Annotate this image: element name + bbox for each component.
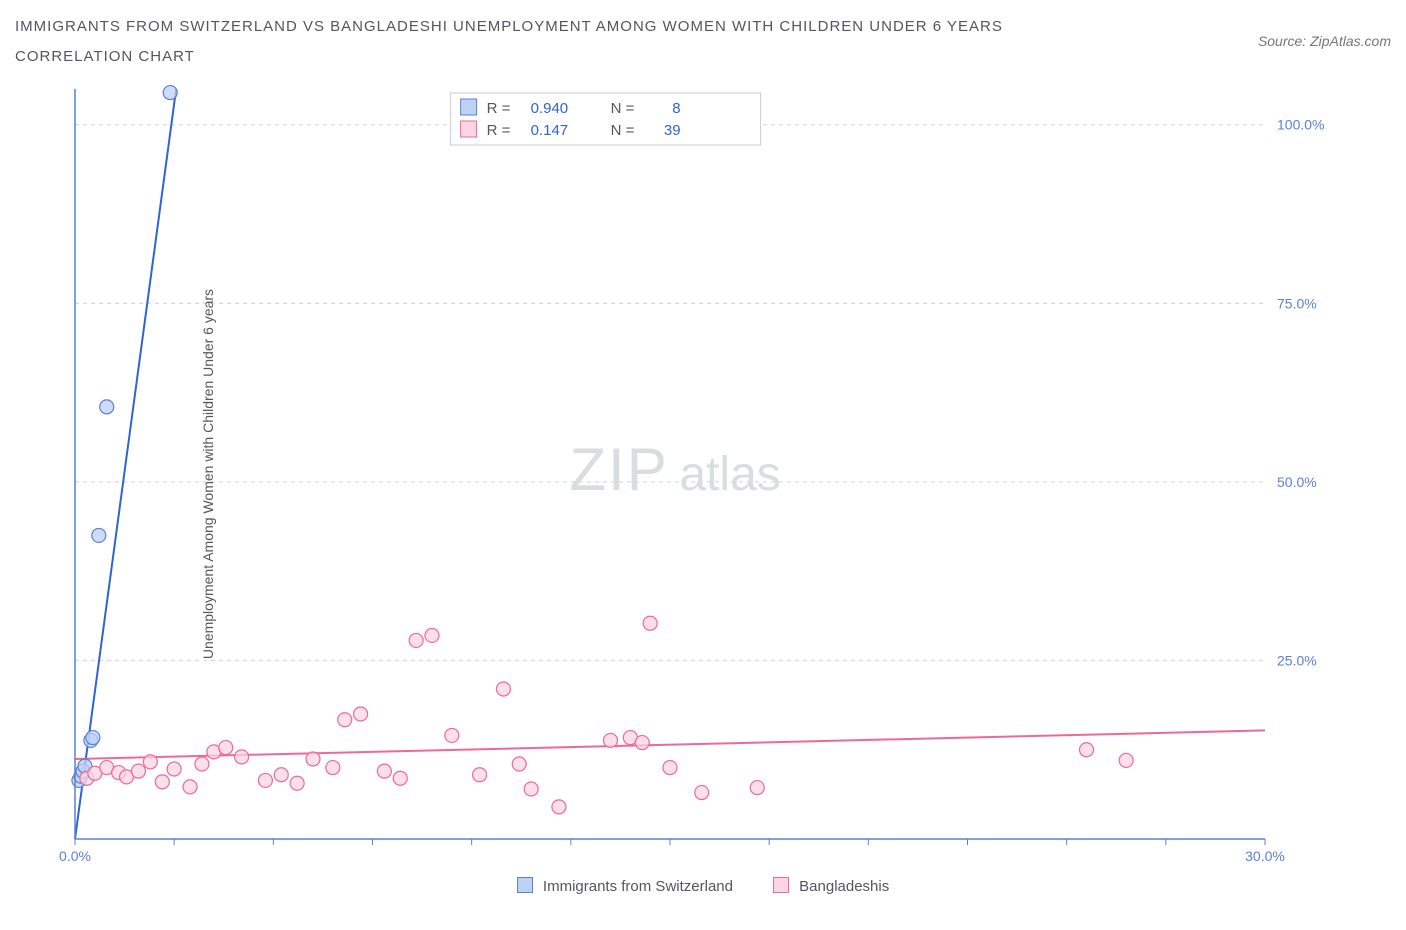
svg-text:0.147: 0.147 (531, 122, 569, 139)
chart-title-line2: CORRELATION CHART (15, 45, 1003, 69)
svg-text:R =: R = (487, 122, 511, 139)
chart-title-line1: IMMIGRANTS FROM SWITZERLAND VS BANGLADES… (15, 15, 1003, 39)
svg-text:atlas: atlas (679, 448, 780, 501)
bottom-legend: Immigrants from Switzerland Bangladeshis (15, 877, 1391, 895)
svg-text:8: 8 (672, 100, 680, 117)
chart-container: Unemployment Among Women with Children U… (15, 79, 1391, 869)
svg-text:50.0%: 50.0% (1277, 474, 1317, 490)
svg-text:39: 39 (664, 122, 681, 139)
source-attribution: Source: ZipAtlas.com (1258, 33, 1391, 49)
svg-text:75.0%: 75.0% (1277, 295, 1317, 311)
svg-text:25.0%: 25.0% (1277, 652, 1317, 668)
legend-item-switzerland: Immigrants from Switzerland (517, 877, 733, 895)
svg-text:N =: N = (611, 122, 635, 139)
legend-swatch-blue (517, 877, 533, 893)
legend-swatch-pink (773, 877, 789, 893)
svg-text:100.0%: 100.0% (1277, 117, 1324, 133)
svg-text:R =: R = (487, 100, 511, 117)
svg-text:ZIP: ZIP (569, 436, 668, 503)
svg-text:N =: N = (611, 100, 635, 117)
svg-text:30.0%: 30.0% (1245, 848, 1285, 864)
legend-label-bangladeshis: Bangladeshis (799, 878, 889, 895)
legend-label-switzerland: Immigrants from Switzerland (543, 878, 733, 895)
svg-text:0.0%: 0.0% (59, 848, 91, 864)
legend-item-bangladeshis: Bangladeshis (773, 877, 889, 895)
svg-text:0.940: 0.940 (531, 100, 569, 117)
y-axis-label: Unemployment Among Women with Children U… (200, 289, 216, 659)
